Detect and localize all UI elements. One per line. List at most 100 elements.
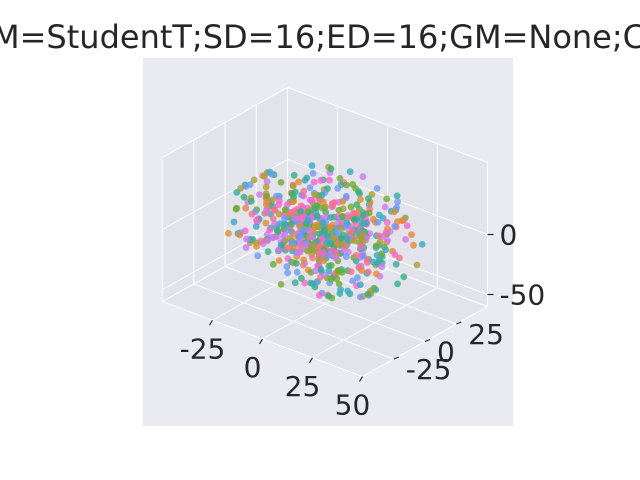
data-point: [281, 206, 289, 214]
data-point: [403, 222, 411, 230]
data-point: [242, 204, 250, 212]
data-point: [374, 219, 382, 226]
data-point: [264, 248, 272, 256]
data-point: [308, 162, 316, 170]
data-point: [291, 279, 299, 287]
data-point: [311, 191, 319, 199]
data-point: [362, 219, 370, 227]
data-point: [298, 214, 305, 222]
data-point: [325, 292, 332, 300]
data-point: [304, 247, 311, 255]
data-point: [266, 226, 274, 234]
data-point: [319, 248, 327, 256]
data-point: [393, 192, 401, 200]
data-point: [344, 287, 352, 295]
data-point: [240, 193, 248, 201]
data-point: [274, 228, 282, 236]
data-point: [309, 241, 317, 248]
data-point: [289, 182, 297, 190]
data-point: [281, 215, 288, 223]
data-point: [263, 193, 271, 200]
grid-line-y: [193, 283, 394, 360]
data-point: [303, 240, 310, 248]
data-point: [284, 269, 291, 277]
data-point: [301, 279, 309, 287]
x-tick-mark: [258, 338, 264, 345]
data-point: [311, 204, 318, 212]
data-point: [252, 223, 260, 230]
data-point: [359, 173, 367, 181]
data-point: [364, 290, 372, 298]
data-point: [330, 234, 337, 242]
data-point: [365, 209, 373, 217]
data-point: [336, 175, 344, 182]
data-point: [253, 216, 260, 224]
y-tick-mark: [393, 356, 399, 360]
data-point: [294, 249, 302, 257]
data-point: [376, 232, 383, 240]
data-point: [308, 233, 316, 241]
data-point: [233, 189, 241, 196]
data-point: [325, 262, 333, 270]
x-tick-mark: [358, 376, 364, 382]
data-point: [309, 170, 317, 177]
data-point: [352, 221, 360, 228]
data-point: [355, 188, 362, 196]
data-point: [315, 291, 323, 299]
data-point: [282, 221, 290, 229]
x-tick-label: 0: [244, 351, 262, 384]
data-point: [268, 170, 276, 178]
data-point: [347, 268, 355, 276]
data-point: [278, 241, 286, 249]
data-point: [293, 268, 301, 276]
data-point: [283, 263, 291, 270]
data-point: [261, 173, 268, 180]
data-point: [373, 185, 381, 192]
data-point: [363, 259, 371, 266]
data-point: [283, 244, 291, 252]
x-tick-label: -25: [180, 332, 226, 365]
data-point: [250, 176, 258, 184]
data-point: [400, 273, 408, 281]
data-point: [262, 183, 270, 191]
grid-line-y: [224, 266, 426, 342]
data-point: [383, 218, 391, 226]
data-point: [262, 219, 270, 227]
data-point: [289, 244, 297, 251]
data-point: [328, 200, 336, 208]
data-point: [308, 196, 315, 204]
data-point: [253, 239, 260, 247]
data-point: [318, 235, 326, 243]
data-point: [372, 242, 380, 250]
data-point: [358, 267, 365, 274]
data-point: [291, 188, 299, 196]
data-point: [300, 187, 308, 195]
data-point: [326, 176, 333, 184]
data-point: [275, 246, 283, 254]
data-point: [357, 281, 364, 289]
data-point: [372, 286, 380, 293]
data-point: [398, 217, 406, 225]
data-point: [327, 240, 335, 248]
data-point: [307, 279, 314, 287]
data-point: [342, 192, 350, 200]
data-point: [394, 280, 401, 288]
data-point: [402, 236, 409, 243]
data-point: [269, 196, 277, 204]
x-tick-mark: [308, 357, 314, 364]
data-point: [352, 257, 360, 265]
data-point: [357, 293, 364, 301]
z-tick-label: 0: [500, 219, 518, 252]
z-tick-label: -50: [500, 279, 546, 312]
data-point: [413, 261, 421, 269]
data-point: [370, 258, 377, 266]
data-point: [310, 178, 318, 186]
data-point: [263, 201, 270, 209]
data-point: [359, 211, 367, 219]
data-point: [269, 215, 277, 223]
data-point: [391, 251, 399, 258]
data-point: [300, 192, 307, 200]
data-point: [338, 268, 346, 276]
data-point: [347, 203, 355, 211]
data-point: [394, 198, 401, 206]
